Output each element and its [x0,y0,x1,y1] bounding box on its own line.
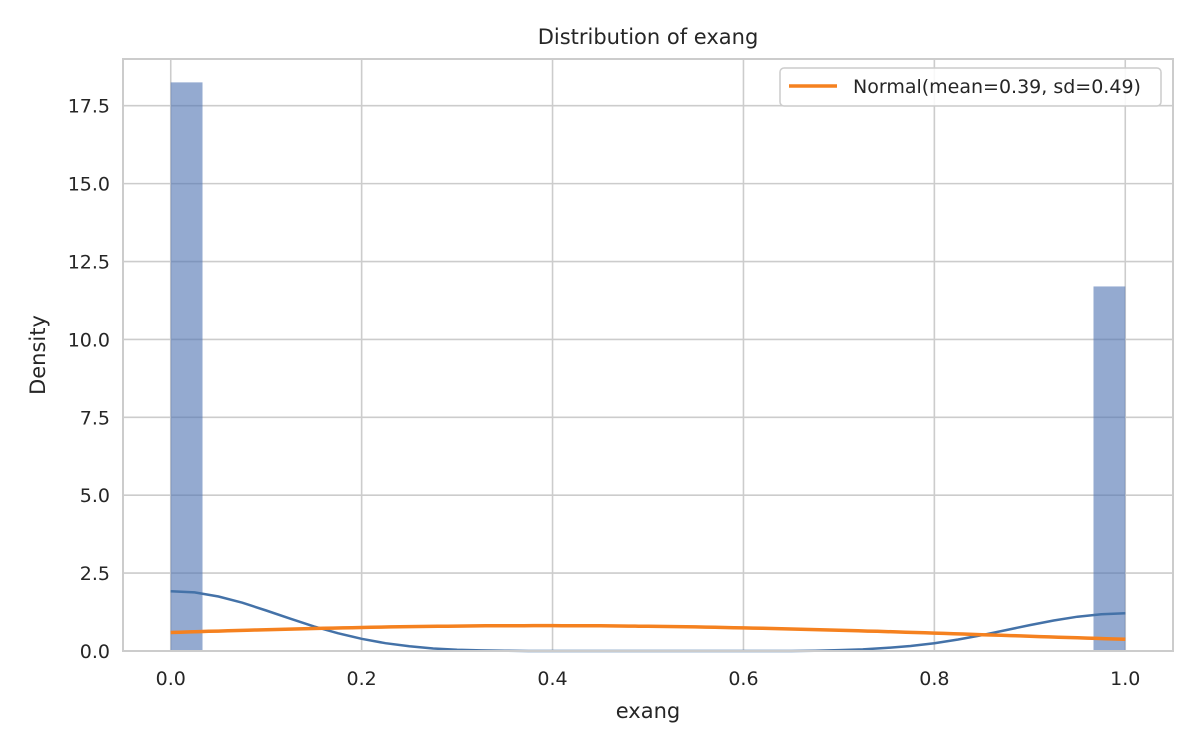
y-tick-label: 2.5 [80,563,110,585]
legend-label-normal: Normal(mean=0.39, sd=0.49) [853,76,1141,98]
y-tick-label: 0.0 [80,641,110,663]
x-tick-label: 0.4 [537,668,567,690]
histogram-bars [170,82,1126,652]
y-tick-label: 15.0 [68,174,110,196]
y-axis-label: Density [26,315,50,395]
chart-title: Distribution of exang [538,25,759,49]
legend-box [779,67,1162,107]
x-tick-label: 0.8 [919,668,949,690]
y-tick-label: 17.5 [68,96,110,118]
y-tick-label: 10.0 [68,329,110,351]
y-tick-label: 12.5 [68,252,110,274]
x-axis-label: exang [616,699,681,723]
x-tick-label: 0.6 [728,668,758,690]
histogram-bar [170,82,203,652]
tick-labels: 0.0 0.2 0.4 0.6 0.8 1.0 0.0 2.5 5.0 7.5 10.0 12.5 15… [68,96,1141,690]
kde-curve [170,589,1126,653]
normal-fit-curve [170,623,1126,642]
x-tick-label: 0.0 [156,668,186,690]
x-tick-label: 1.0 [1110,668,1140,690]
y-tick-label: 5.0 [80,485,110,507]
histogram-bar [1093,286,1126,651]
legend: Normal(mean=0.39, sd=0.49) [779,67,1162,107]
grid-lines [123,59,1173,652]
y-tick-label: 7.5 [80,407,110,429]
x-tick-label: 0.2 [347,668,377,690]
curves [170,589,1126,653]
plot-frame [122,58,1174,652]
